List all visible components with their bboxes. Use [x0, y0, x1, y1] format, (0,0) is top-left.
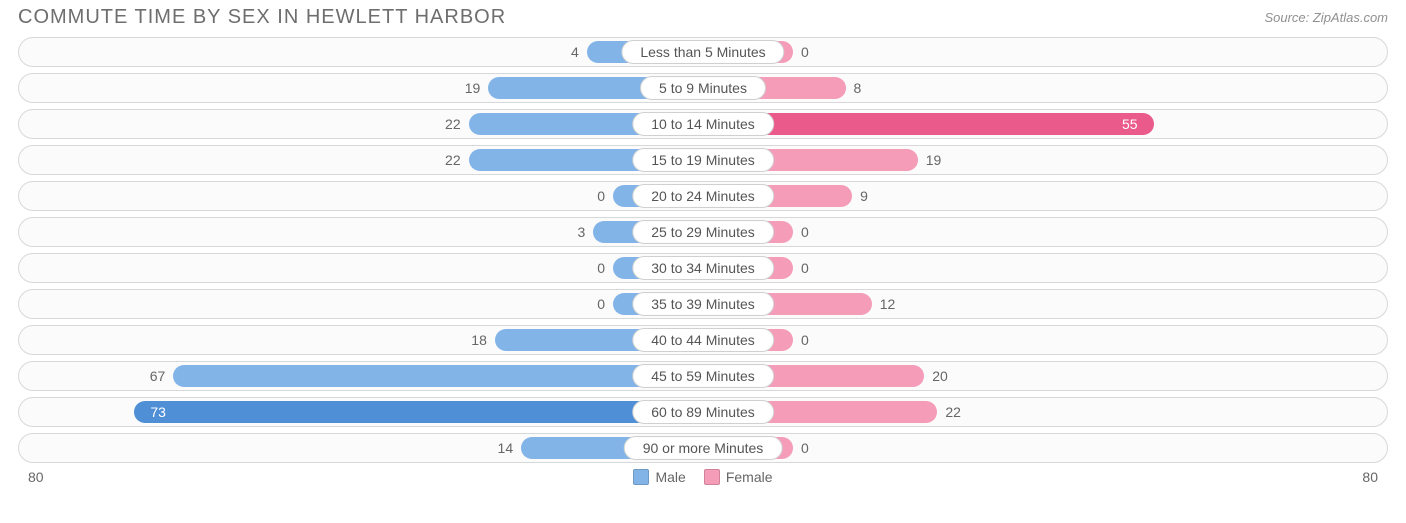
- category-label: 30 to 34 Minutes: [632, 256, 774, 280]
- male-value: 19: [465, 80, 481, 96]
- legend-female-label: Female: [726, 469, 773, 485]
- chart-row: 5 to 9 Minutes 19 8: [18, 73, 1388, 103]
- legend: Male Female: [633, 469, 772, 485]
- chart-row: 90 or more Minutes 14 0: [18, 433, 1388, 463]
- chart-row: 40 to 44 Minutes 18 0: [18, 325, 1388, 355]
- legend-male-label: Male: [655, 469, 685, 485]
- category-label: 20 to 24 Minutes: [632, 184, 774, 208]
- chart-row: 25 to 29 Minutes 3 0: [18, 217, 1388, 247]
- chart-row: Less than 5 Minutes 4 0: [18, 37, 1388, 67]
- female-value: 0: [801, 44, 809, 60]
- male-bar: [173, 365, 703, 387]
- male-bar: [134, 401, 703, 423]
- category-label: 90 or more Minutes: [624, 436, 783, 460]
- female-value: 9: [860, 188, 868, 204]
- female-value: 22: [945, 404, 961, 420]
- chart-area: Less than 5 Minutes 4 0 5 to 9 Minutes 19 8 10…: [0, 31, 1406, 463]
- chart-row: 60 to 89 Minutes 73 22: [18, 397, 1388, 427]
- female-value: 0: [801, 440, 809, 456]
- female-value: 0: [801, 332, 809, 348]
- chart-row: 35 to 39 Minutes 0 12: [18, 289, 1388, 319]
- chart-row: 20 to 24 Minutes 0 9: [18, 181, 1388, 211]
- category-label: 40 to 44 Minutes: [632, 328, 774, 352]
- category-label: 45 to 59 Minutes: [632, 364, 774, 388]
- female-value: 20: [932, 368, 948, 384]
- category-label: Less than 5 Minutes: [621, 40, 784, 64]
- chart-title: COMMUTE TIME BY SEX IN HEWLETT HARBOR: [18, 6, 506, 29]
- female-value: 0: [801, 224, 809, 240]
- male-value: 67: [150, 368, 166, 384]
- male-value: 0: [597, 260, 605, 276]
- category-label: 5 to 9 Minutes: [640, 76, 766, 100]
- male-value: 22: [445, 152, 461, 168]
- category-label: 15 to 19 Minutes: [632, 148, 774, 172]
- female-value: 55: [1122, 116, 1138, 132]
- male-value: 73: [150, 404, 166, 420]
- axis-max-left: 80: [28, 469, 44, 485]
- female-value: 12: [880, 296, 896, 312]
- male-value: 22: [445, 116, 461, 132]
- male-value: 4: [571, 44, 579, 60]
- female-value: 8: [854, 80, 862, 96]
- chart-source: Source: ZipAtlas.com: [1264, 10, 1388, 25]
- category-label: 10 to 14 Minutes: [632, 112, 774, 136]
- male-value: 14: [498, 440, 514, 456]
- chart-row: 30 to 34 Minutes 0 0: [18, 253, 1388, 283]
- legend-female: Female: [704, 469, 773, 485]
- male-value: 18: [471, 332, 487, 348]
- male-swatch-icon: [633, 469, 649, 485]
- category-label: 35 to 39 Minutes: [632, 292, 774, 316]
- chart-row: 15 to 19 Minutes 22 19: [18, 145, 1388, 175]
- male-value: 3: [578, 224, 586, 240]
- male-value: 0: [597, 188, 605, 204]
- chart-row: 10 to 14 Minutes 22 55: [18, 109, 1388, 139]
- legend-male: Male: [633, 469, 685, 485]
- male-value: 0: [597, 296, 605, 312]
- category-label: 60 to 89 Minutes: [632, 400, 774, 424]
- female-value: 0: [801, 260, 809, 276]
- axis-max-right: 80: [1362, 469, 1378, 485]
- category-label: 25 to 29 Minutes: [632, 220, 774, 244]
- female-value: 19: [926, 152, 942, 168]
- female-swatch-icon: [704, 469, 720, 485]
- chart-row: 45 to 59 Minutes 67 20: [18, 361, 1388, 391]
